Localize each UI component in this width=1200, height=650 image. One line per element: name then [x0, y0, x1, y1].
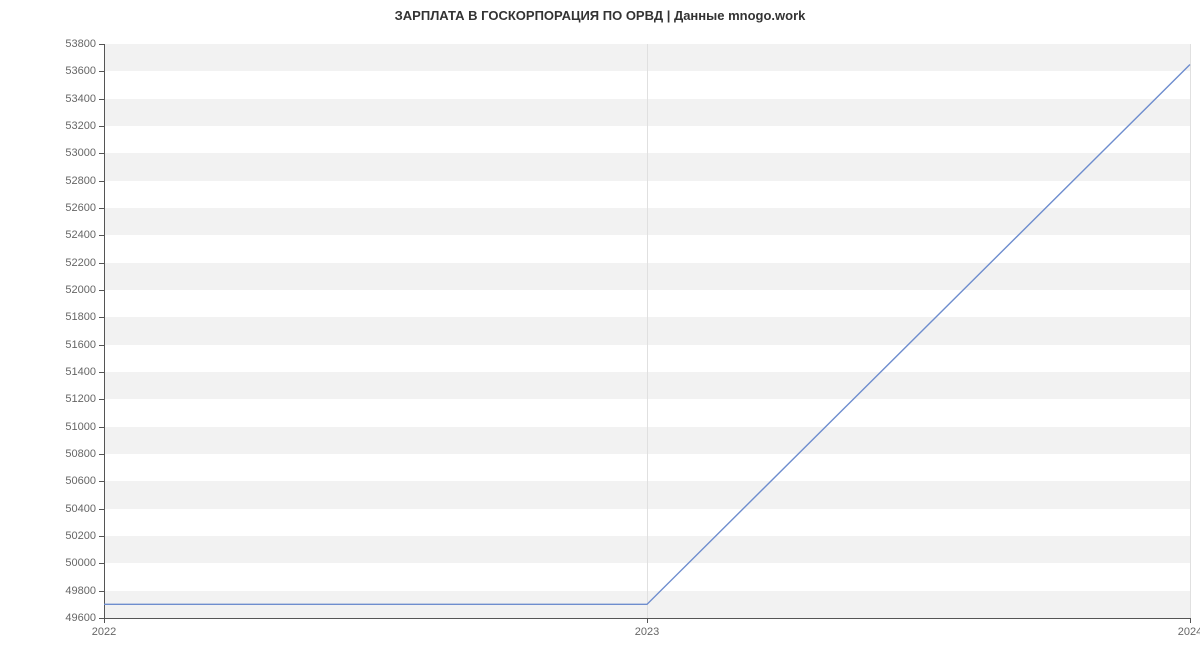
y-tick-label: 52800: [65, 175, 96, 187]
y-tick-label: 53800: [65, 38, 96, 50]
y-tick-label: 53400: [65, 93, 96, 105]
y-tick-label: 51400: [65, 366, 96, 378]
y-tick-label: 51000: [65, 421, 96, 433]
y-tick-label: 52600: [65, 202, 96, 214]
chart-title: ЗАРПЛАТА В ГОСКОРПОРАЦИЯ ПО ОРВД | Данны…: [0, 8, 1200, 23]
x-tick-label: 2023: [635, 626, 659, 638]
line-series-layer: [104, 44, 1190, 618]
y-tick-label: 52200: [65, 257, 96, 269]
y-tick-label: 49600: [65, 612, 96, 624]
y-tick-label: 50000: [65, 557, 96, 569]
y-tick-label: 50800: [65, 448, 96, 460]
x-tick-label: 2022: [92, 626, 116, 638]
y-tick-label: 50600: [65, 475, 96, 487]
x-tick-mark: [1190, 618, 1191, 623]
y-tick-label: 51800: [65, 311, 96, 323]
x-gridline: [1190, 44, 1191, 618]
y-tick-label: 51200: [65, 393, 96, 405]
y-tick-label: 52000: [65, 284, 96, 296]
y-tick-label: 50400: [65, 503, 96, 515]
x-tick-label: 2024: [1178, 626, 1200, 638]
salary-chart: ЗАРПЛАТА В ГОСКОРПОРАЦИЯ ПО ОРВД | Данны…: [0, 0, 1200, 650]
y-tick-label: 52400: [65, 229, 96, 241]
series-line-salary: [104, 65, 1190, 605]
plot-area: 4960049800500005020050400506005080051000…: [104, 44, 1190, 618]
y-tick-label: 53200: [65, 120, 96, 132]
y-tick-label: 50200: [65, 530, 96, 542]
y-tick-label: 53600: [65, 65, 96, 77]
y-tick-label: 49800: [65, 585, 96, 597]
y-tick-label: 51600: [65, 339, 96, 351]
axis-bottom: [104, 618, 1190, 619]
y-tick-label: 53000: [65, 147, 96, 159]
